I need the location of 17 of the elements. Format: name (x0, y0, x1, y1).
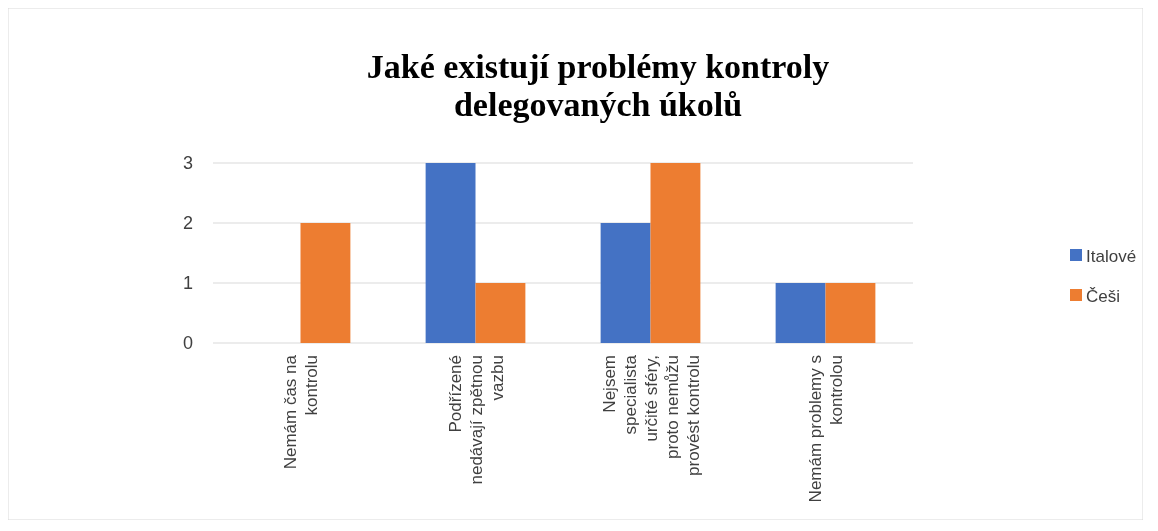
x-tick-label: Podřízené nedávají zpětnou vazbu (445, 355, 507, 485)
bar (475, 283, 526, 343)
legend-label: Češi (1086, 286, 1121, 306)
y-tick-label: 0 (182, 333, 194, 354)
chart-title: Jaké existují problémy kontroly delegovaných úkolů (366, 48, 830, 123)
x-tick-label: Nemám problemy s kontrolou (806, 355, 846, 503)
y-tick-label: 1 (182, 273, 194, 294)
bar (650, 163, 701, 343)
bar (300, 223, 351, 343)
legend-label: Italové (1086, 246, 1137, 266)
bar (600, 223, 651, 343)
x-tick-label: Nemám čas na kontrolu (281, 354, 321, 470)
bar (825, 283, 876, 343)
y-tick-label: 2 (182, 213, 194, 234)
y-tick-label: 3 (182, 153, 194, 174)
bar (775, 283, 826, 343)
bar (425, 163, 476, 343)
